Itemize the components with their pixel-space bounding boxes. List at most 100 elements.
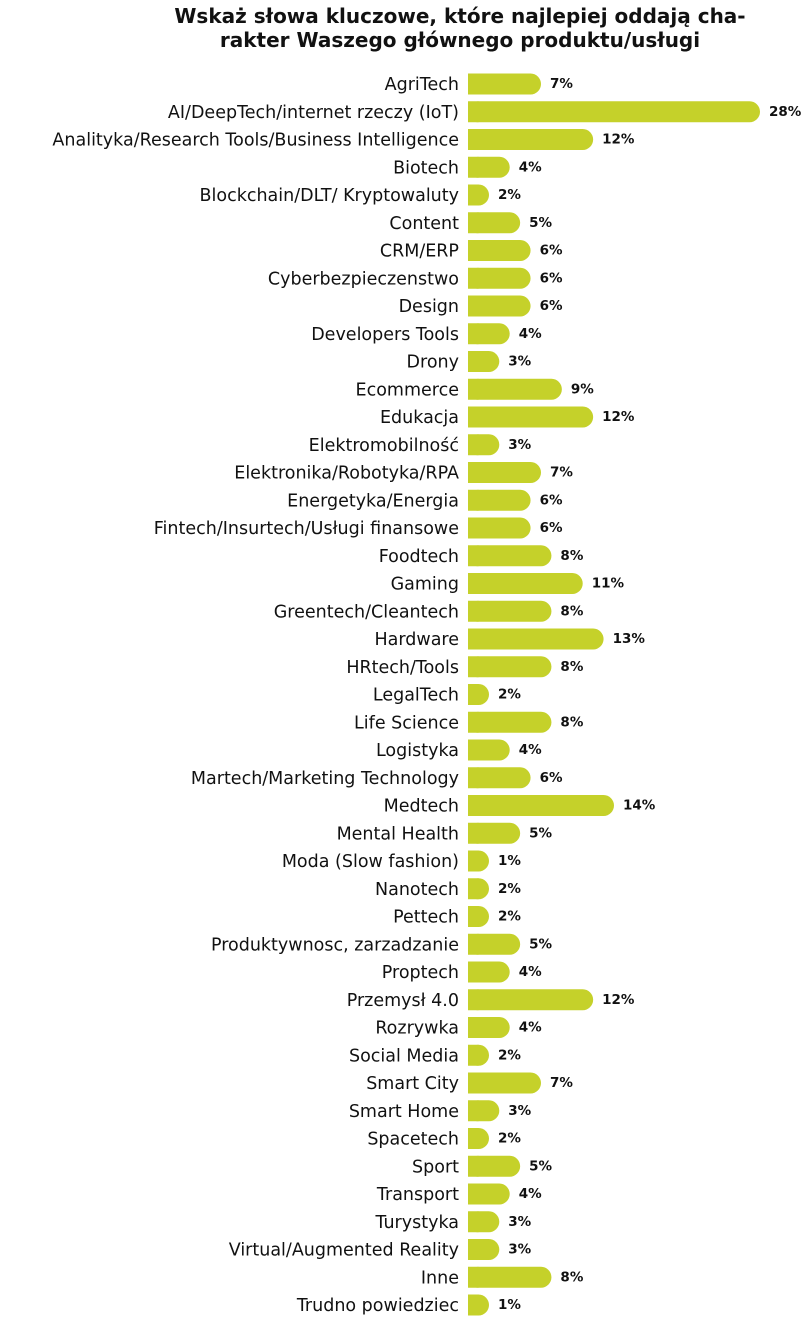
value-label: 11%	[592, 576, 625, 592]
bar-left-edge	[468, 462, 479, 483]
bar	[468, 628, 604, 650]
category-label: Edukacja	[380, 408, 459, 428]
category-label: Transport	[376, 1185, 459, 1205]
bar	[468, 489, 531, 511]
value-label: 3%	[508, 1103, 531, 1119]
value-label: 8%	[560, 548, 583, 564]
bar-left-edge	[468, 684, 479, 705]
bar-left-edge	[468, 184, 479, 206]
bar-left-edge	[468, 961, 479, 983]
value-label: 6%	[540, 770, 563, 786]
value-label: 1%	[498, 853, 521, 869]
bar-left-edge	[468, 1266, 479, 1288]
value-label: 12%	[602, 992, 635, 1008]
bar-left-edge	[468, 1100, 479, 1122]
bar	[468, 795, 614, 816]
bar-left-edge	[468, 1155, 479, 1177]
category-label: Produktywnosc, zarzadzanie	[211, 935, 459, 955]
value-label: 6%	[540, 492, 563, 508]
category-label: AgriTech	[385, 75, 459, 95]
category-label: Virtual/Augmented Reality	[229, 1241, 459, 1261]
value-label: 14%	[623, 798, 656, 814]
value-label: 2%	[498, 1047, 521, 1063]
bar-left-edge	[468, 906, 479, 927]
category-label: CRM/ERP	[380, 242, 459, 262]
bar-left-edge	[468, 1294, 479, 1316]
bar-left-edge	[468, 1017, 479, 1038]
category-label: Sport	[412, 1157, 459, 1177]
value-label: 4%	[519, 1020, 542, 1036]
value-label: 3%	[508, 354, 531, 370]
category-label: Smart Home	[349, 1102, 459, 1122]
value-label: 6%	[540, 520, 563, 536]
category-label: Spacetech	[367, 1130, 459, 1150]
bar-left-edge	[468, 434, 479, 456]
value-label: 5%	[529, 936, 552, 952]
value-label: 4%	[519, 1186, 542, 1202]
category-label: Foodtech	[379, 547, 459, 567]
category-label: Martech/Marketing Technology	[191, 769, 459, 789]
bar-left-edge	[468, 73, 479, 95]
category-label: Inne	[421, 1268, 459, 1288]
bar	[468, 462, 541, 483]
value-label: 8%	[560, 603, 583, 619]
category-label: Rozrywka	[375, 1019, 459, 1039]
value-label: 7%	[550, 76, 573, 92]
bar	[468, 73, 541, 95]
bar-left-edge	[468, 517, 479, 539]
value-label: 4%	[519, 964, 542, 980]
value-label: 3%	[508, 1242, 531, 1258]
bar-left-edge	[468, 739, 479, 761]
bar-left-edge	[468, 822, 479, 844]
category-label: Fintech/Insurtech/Usługi finansowe	[154, 519, 459, 539]
bar-left-edge	[468, 1044, 479, 1066]
bar	[468, 545, 552, 567]
value-label: 2%	[498, 1131, 521, 1147]
value-label: 9%	[571, 381, 594, 397]
bar	[468, 1155, 521, 1177]
bar-left-edge	[468, 850, 479, 872]
bar-left-edge	[468, 212, 479, 234]
value-label: 12%	[602, 409, 635, 425]
bar-left-edge	[468, 489, 479, 511]
bar-left-edge	[468, 323, 479, 345]
bar-left-edge	[468, 795, 479, 816]
value-label: 5%	[529, 825, 552, 841]
value-label: 4%	[519, 742, 542, 758]
bar-left-edge	[468, 156, 479, 178]
value-label: 28%	[769, 104, 802, 120]
value-label: 1%	[498, 1297, 521, 1313]
bar	[468, 101, 760, 123]
category-label: Turystyka	[374, 1213, 459, 1233]
category-label: HRtech/Tools	[346, 658, 459, 678]
bar	[468, 378, 562, 400]
bar	[468, 1266, 552, 1288]
category-label: Proptech	[382, 963, 459, 983]
value-label: 7%	[550, 1075, 573, 1091]
bar	[468, 1072, 541, 1094]
category-label: Mental Health	[337, 824, 459, 844]
value-label: 4%	[519, 326, 542, 342]
chart-title-line-2: rakter Waszego głównego produktu/usługi	[219, 28, 701, 52]
category-label: Life Science	[354, 713, 459, 733]
category-label: Elektromobilność	[309, 436, 459, 456]
category-label: Logistyka	[376, 741, 459, 761]
category-label: Developers Tools	[311, 325, 459, 345]
bar-left-edge	[468, 628, 479, 650]
bar-left-edge	[468, 129, 479, 150]
category-label: Smart City	[366, 1074, 459, 1094]
value-label: 8%	[560, 714, 583, 730]
bar-left-edge	[468, 711, 479, 733]
bar	[468, 212, 521, 234]
category-label: Design	[399, 297, 459, 317]
value-label: 5%	[529, 1158, 552, 1174]
bar-left-edge	[468, 933, 479, 955]
category-label: AI/DeepTech/internet rzeczy (IoT)	[168, 103, 459, 123]
category-label: Gaming	[391, 575, 459, 595]
bar	[468, 267, 531, 289]
bar-left-edge	[468, 878, 479, 900]
category-label: Przemysł 4.0	[347, 991, 459, 1011]
value-label: 8%	[560, 1269, 583, 1285]
value-label: 6%	[540, 243, 563, 259]
